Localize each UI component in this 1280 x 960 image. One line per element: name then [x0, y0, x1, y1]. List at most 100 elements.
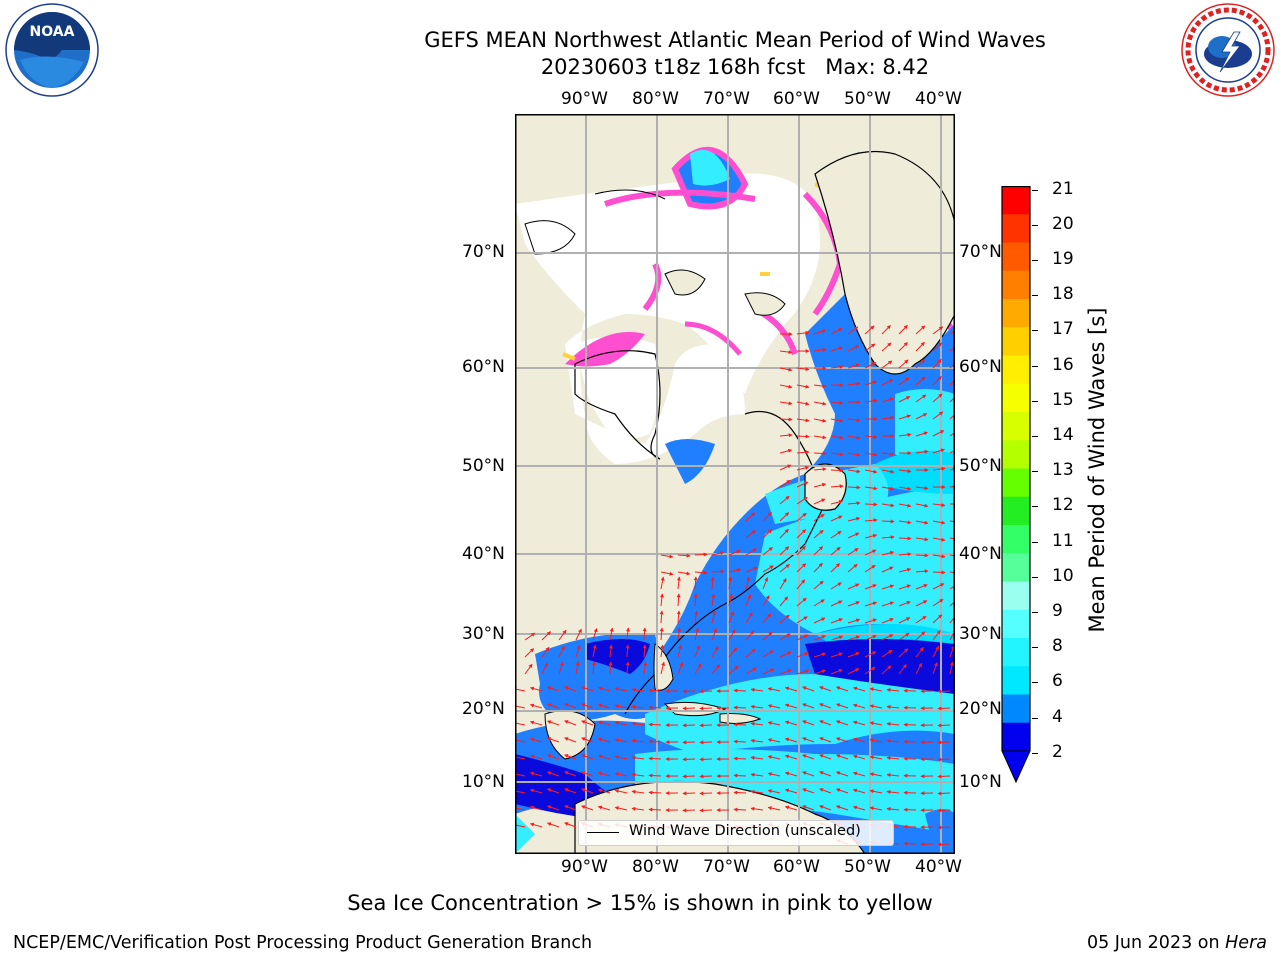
- colorbar-tick-mark: [1032, 682, 1038, 683]
- wind-wave-arrow: [711, 610, 717, 624]
- wind-wave-arrow: [648, 807, 662, 812]
- wind-wave-arrow: [830, 484, 844, 489]
- colorbar-segment: [1002, 355, 1030, 385]
- wind-wave-arrow: [932, 570, 946, 575]
- wind-wave-arrow: [835, 737, 849, 743]
- wind-wave-arrow: [830, 669, 843, 675]
- wind-wave-arrow: [852, 771, 866, 777]
- wind-wave-arrow: [949, 330, 955, 335]
- wind-wave-arrow: [614, 755, 628, 760]
- wind-wave-arrow: [802, 720, 815, 726]
- lon-label-bottom-90w: 90°W: [561, 857, 608, 877]
- wind-wave-arrow: [694, 552, 708, 557]
- wind-wave-arrow: [847, 563, 858, 573]
- colorbar-tick-label: 10: [1052, 566, 1074, 586]
- colorbar-tick-label: 17: [1052, 319, 1074, 339]
- colorbar-tick-mark: [1032, 330, 1038, 331]
- wind-wave-arrow: [796, 367, 810, 372]
- lon-label-bottom-40w: 40°W: [915, 857, 962, 877]
- wind-wave-arrow: [796, 496, 808, 505]
- wind-wave-arrow: [830, 468, 844, 473]
- wind-wave-arrow: [796, 669, 810, 675]
- wind-wave-arrow: [660, 571, 674, 576]
- wind-wave-arrow: [784, 703, 798, 709]
- wind-wave-arrow: [592, 627, 598, 641]
- wind-wave-arrow: [898, 486, 912, 491]
- wind-wave-arrow: [869, 806, 883, 811]
- wind-wave-arrow: [802, 771, 815, 777]
- wind-wave-arrow: [830, 530, 842, 539]
- wind-wave-arrow: [614, 738, 628, 743]
- wind-wave-arrow: [949, 661, 954, 675]
- colorbar-scale: [1001, 185, 1031, 784]
- colorbar-tick-label: 21: [1052, 179, 1074, 199]
- wind-wave-arrow: [682, 740, 696, 745]
- wind-wave-arrow: [819, 771, 832, 777]
- wind-wave-arrow: [847, 381, 861, 386]
- wind-wave-arrow: [682, 689, 696, 694]
- wind-wave-arrow: [830, 346, 844, 352]
- wind-wave-arrow: [847, 547, 859, 556]
- wind-wave-arrow: [762, 511, 772, 522]
- wind-wave-arrow: [642, 627, 647, 641]
- wind-wave-arrow: [728, 647, 738, 658]
- wind-wave-arrow: [524, 663, 533, 675]
- wind-wave-arrow: [693, 593, 698, 607]
- wind-wave-arrow: [581, 805, 594, 811]
- wind-wave-arrow: [949, 585, 955, 590]
- wind-wave-arrow: [830, 635, 844, 641]
- wind-wave-arrow: [796, 616, 808, 624]
- wind-wave-arrow: [631, 687, 645, 692]
- wind-wave-arrow: [915, 376, 926, 386]
- wind-wave-arrow: [733, 688, 747, 693]
- wind-wave-arrow: [660, 576, 665, 590]
- wind-wave-arrow: [932, 376, 942, 386]
- lat-label-right-10n: 10°N: [959, 772, 1002, 792]
- wind-wave-arrow: [847, 418, 861, 423]
- colorbar-tick-mark: [1032, 506, 1038, 507]
- wind-wave-arrow: [779, 495, 790, 505]
- wind-wave-arrow: [937, 842, 951, 847]
- wind-wave-arrow: [597, 703, 611, 709]
- wind-wave-arrow: [694, 610, 699, 624]
- wind-wave-arrow: [915, 449, 929, 454]
- wind-wave-arrow: [852, 686, 866, 692]
- wind-wave-arrow: [949, 645, 955, 658]
- wind-wave-arrow: [733, 739, 747, 744]
- map-legend: Wind Wave Direction (unscaled): [578, 820, 894, 846]
- wind-wave-arrow: [767, 704, 781, 709]
- wind-wave-arrow: [949, 449, 955, 454]
- wind-wave-arrow: [682, 791, 696, 796]
- wind-wave-arrow: [659, 593, 664, 607]
- wind-wave-arrow: [546, 788, 560, 794]
- wind-wave-arrow: [864, 398, 878, 403]
- wind-wave-arrow: [767, 755, 781, 760]
- wind-wave-arrow: [711, 551, 725, 556]
- wind-wave-arrow: [802, 805, 815, 811]
- wind-wave-arrow: [779, 417, 793, 422]
- wind-wave-arrow: [677, 644, 683, 658]
- wind-wave-arrow: [779, 669, 792, 675]
- wind-wave-arrow: [813, 384, 827, 389]
- wind-wave-arrow: [847, 532, 860, 539]
- wind-wave-arrow: [750, 738, 764, 743]
- wind-wave-arrow: [881, 665, 892, 675]
- lat-label-left-10n: 10°N: [462, 772, 505, 792]
- wind-wave-arrow: [762, 577, 769, 590]
- legend-line-icon: [587, 832, 619, 833]
- wind-wave-arrow: [762, 529, 773, 539]
- wind-wave-arrow: [835, 686, 849, 692]
- wind-wave-arrow: [802, 703, 815, 709]
- colorbar-tick-mark: [1032, 577, 1038, 578]
- wind-wave-arrow: [847, 435, 861, 440]
- map-title: GEFS MEAN Northwest Atlantic Mean Period…: [424, 28, 1046, 52]
- wind-wave-arrow: [779, 433, 793, 438]
- wind-wave-arrow: [546, 822, 560, 828]
- colorbar-segment: [1002, 496, 1030, 526]
- wind-wave-arrow: [915, 662, 923, 675]
- wind-wave-arrow: [937, 825, 951, 830]
- wind-wave-arrow: [796, 418, 810, 423]
- wind-wave-arrow: [898, 663, 907, 675]
- wind-wave-arrow: [677, 627, 682, 641]
- lon-label-bottom-60w: 60°W: [773, 857, 820, 877]
